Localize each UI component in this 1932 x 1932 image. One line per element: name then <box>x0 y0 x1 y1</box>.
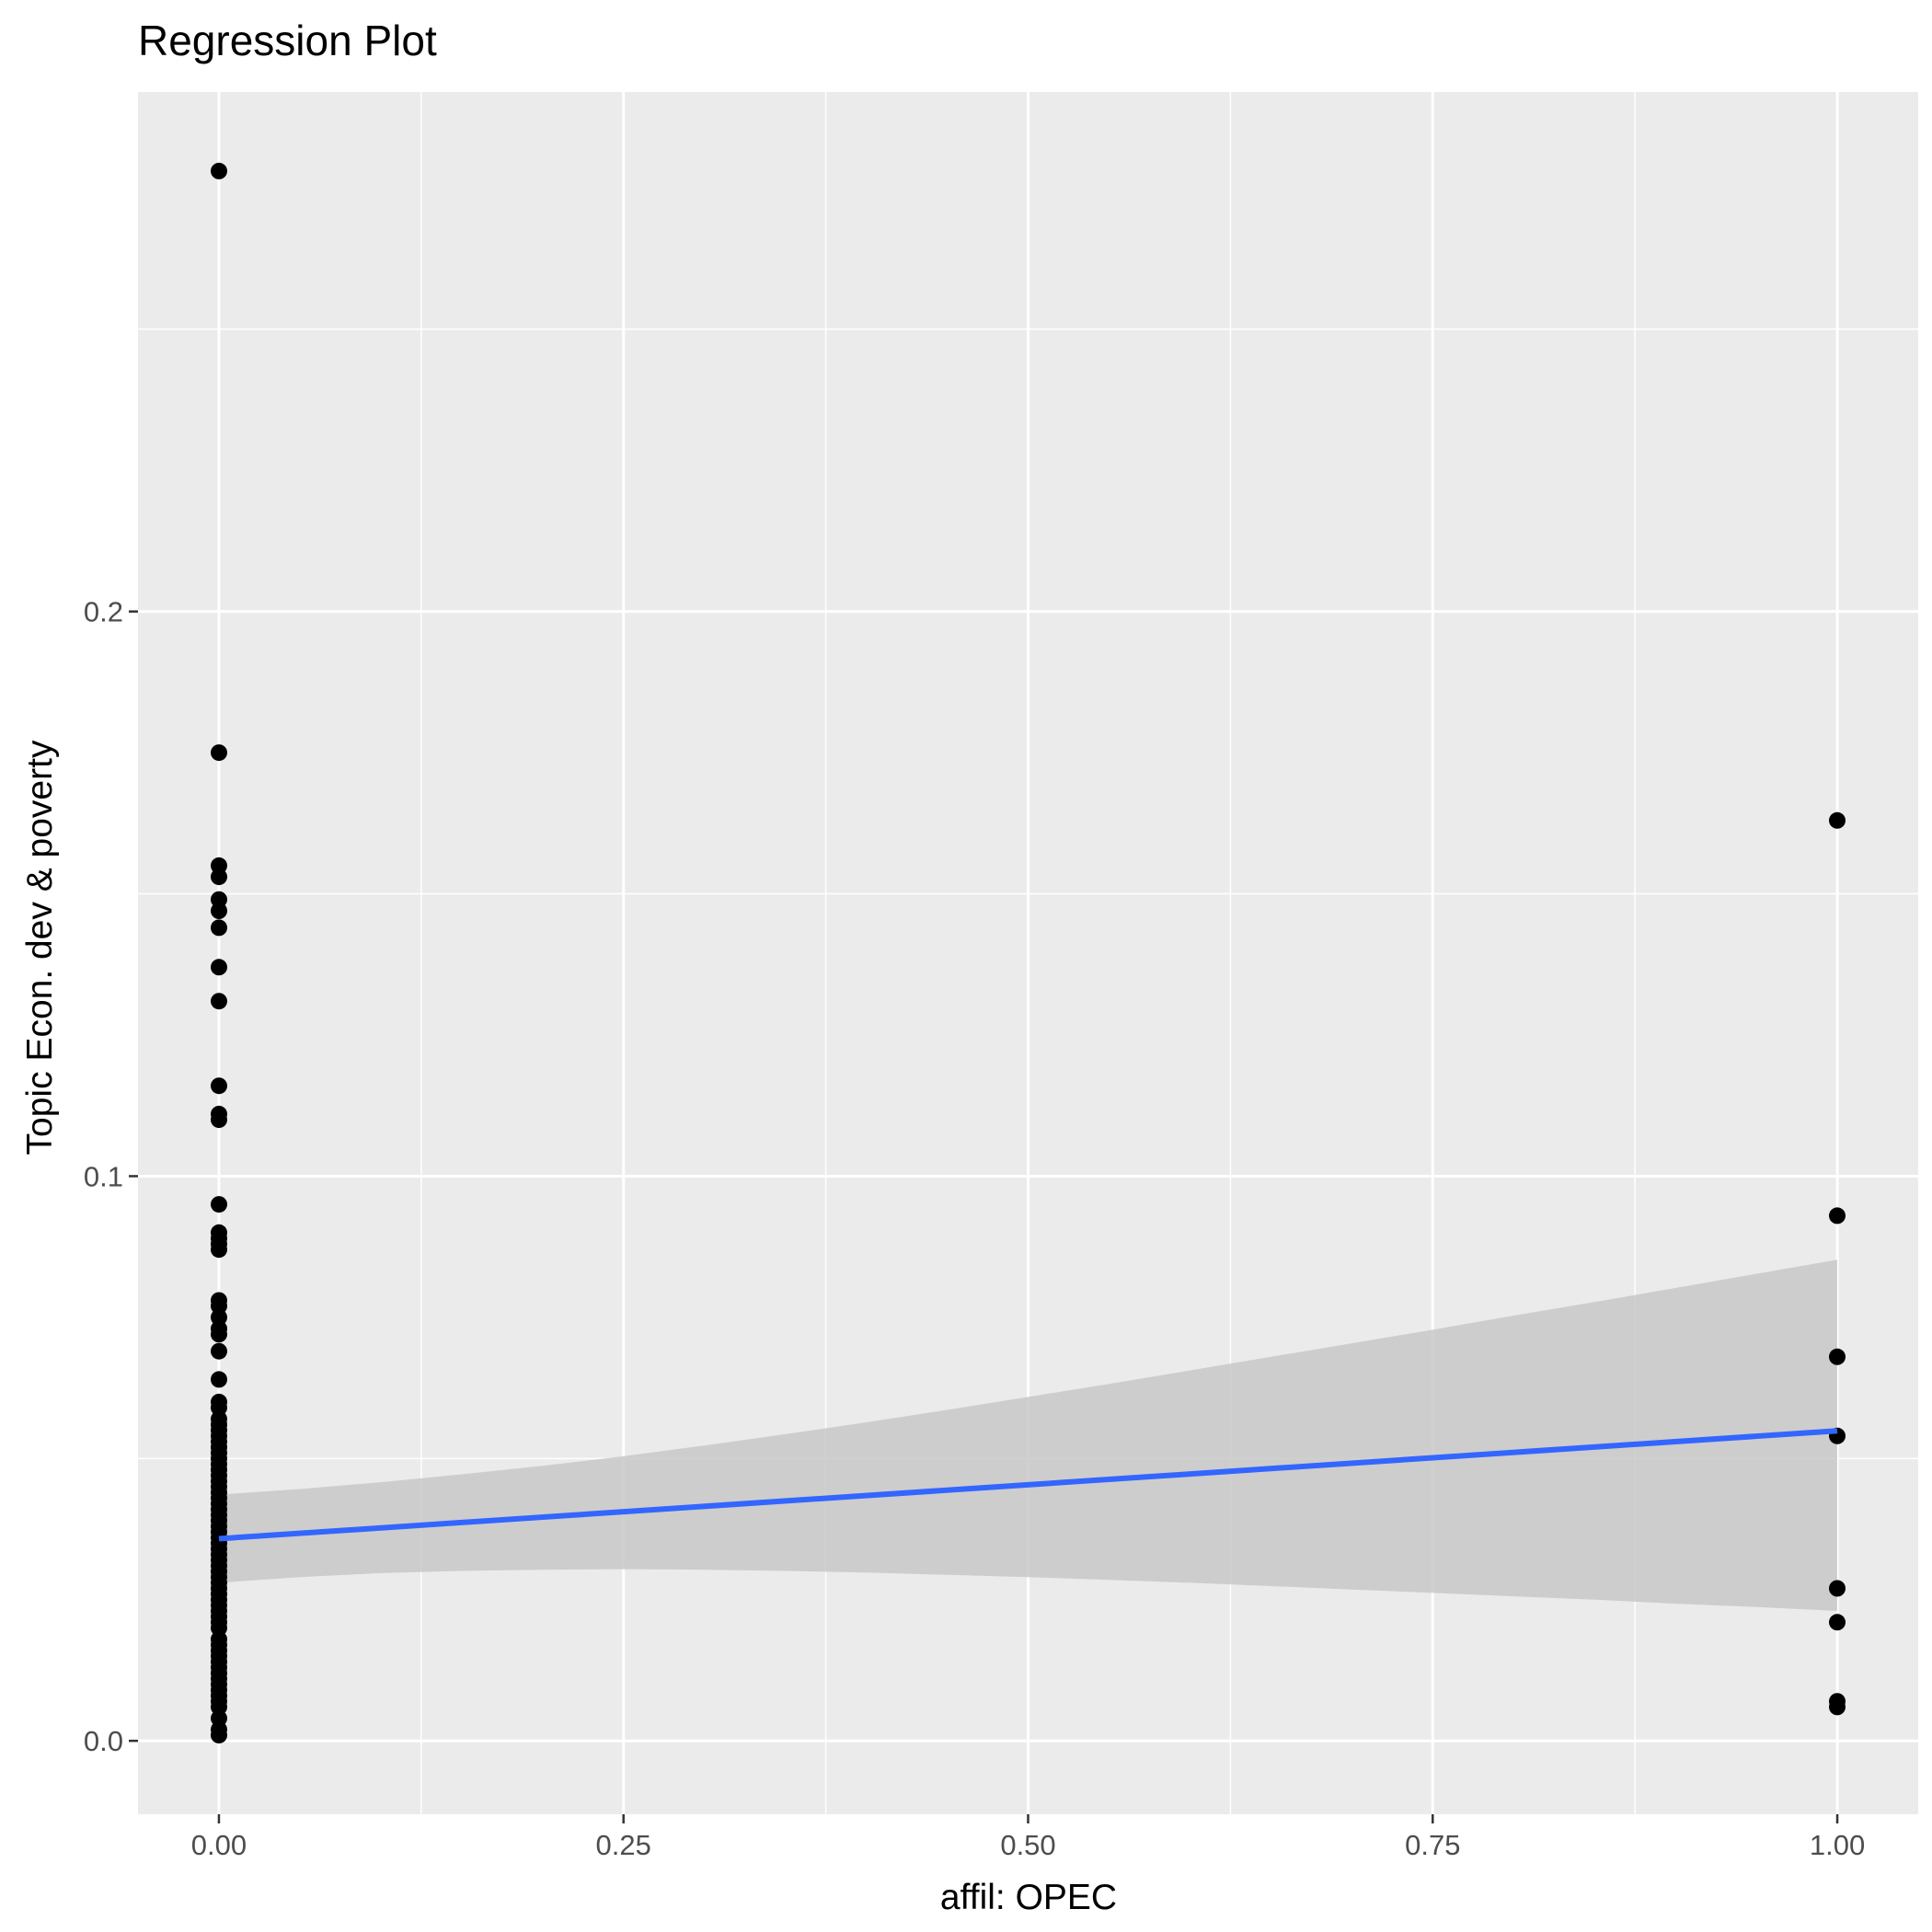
x-axis-title: affil: OPEC <box>940 1878 1117 1917</box>
axes: 0.00 0.25 0.50 0.75 1.00 0.0 0.1 0.2 <box>84 596 1865 1861</box>
x-tick-label: 0.50 <box>1000 1829 1055 1861</box>
data-point <box>211 1698 227 1716</box>
data-point <box>1829 1698 1846 1716</box>
confidence-band-layer <box>219 1259 1837 1611</box>
data-point <box>211 993 227 1010</box>
y-tick-label: 0.1 <box>84 1160 123 1192</box>
data-point <box>1829 1580 1846 1597</box>
fit-line-layer <box>218 1428 1838 1542</box>
data-point <box>211 1111 227 1129</box>
data-point <box>211 1342 227 1360</box>
data-point <box>211 1077 227 1095</box>
y-tick-label: 0.0 <box>84 1725 123 1757</box>
data-point <box>211 959 227 976</box>
data-point <box>211 162 227 179</box>
data-point <box>1829 1348 1846 1365</box>
data-point <box>211 1727 227 1744</box>
data-point <box>211 1196 227 1213</box>
x-tick-label: 0.25 <box>596 1829 651 1861</box>
chart-title: Regression Plot <box>138 17 437 64</box>
data-point <box>211 1371 227 1388</box>
regression-line <box>218 1428 1838 1542</box>
data-point <box>211 1399 227 1417</box>
confidence-band <box>219 1259 1837 1611</box>
x-tick-label: 0.00 <box>191 1829 247 1861</box>
data-points <box>211 162 1846 1744</box>
data-point <box>211 891 227 908</box>
data-point <box>211 1297 227 1315</box>
y-axis-title: Topic Econ. dev & poverty <box>20 740 60 1155</box>
data-point <box>211 1241 227 1259</box>
data-point <box>211 1326 227 1343</box>
data-point <box>1829 811 1846 829</box>
data-point <box>211 868 227 886</box>
x-tick-label: 1.00 <box>1810 1829 1865 1861</box>
data-point <box>211 744 227 762</box>
data-point <box>1829 1207 1846 1225</box>
data-point <box>211 1308 227 1326</box>
data-point <box>1829 1614 1846 1631</box>
x-tick-label: 0.75 <box>1405 1829 1460 1861</box>
data-point <box>211 919 227 937</box>
data-point <box>211 903 227 919</box>
y-tick-label: 0.2 <box>84 596 123 628</box>
